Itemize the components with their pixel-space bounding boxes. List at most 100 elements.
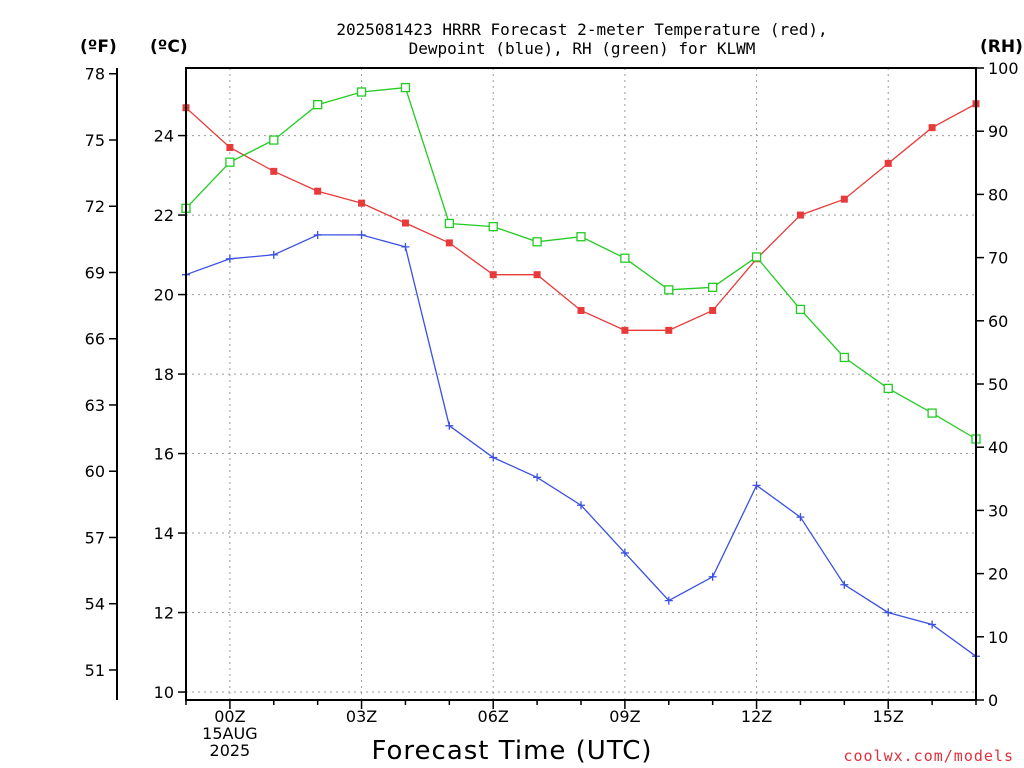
- celsius-tick-label: 20: [154, 286, 174, 305]
- rh-tick-label: 40: [988, 438, 1008, 457]
- dewpoint-data-point: [225, 254, 234, 263]
- fahrenheit-tick-label: 78: [85, 65, 105, 84]
- rh-tick-label: 10: [988, 628, 1008, 647]
- fahrenheit-tick-label: 51: [85, 661, 105, 680]
- dewpoint-data-point: [269, 250, 278, 259]
- temperature-data-point: [621, 326, 629, 334]
- rh-data-point: [620, 253, 630, 263]
- fahrenheit-tick-label: 57: [85, 528, 105, 547]
- rh-data-point: [576, 232, 586, 242]
- celsius-axis: 10 12 14 16 18 20 22 24: [154, 127, 186, 702]
- temperature-data-point: [928, 124, 936, 132]
- temperature-data-point: [489, 271, 497, 279]
- fahrenheit-tick-label: 60: [85, 462, 105, 481]
- rh-tick-label: 80: [988, 185, 1008, 204]
- temperature-data-point: [796, 211, 804, 219]
- temperature-data-point: [840, 195, 848, 203]
- fahrenheit-tick-label: 72: [85, 197, 105, 216]
- chart-title-line2: Dewpoint (blue), RH (green) for KLWM: [409, 39, 756, 58]
- dewpoint-data-point: [489, 453, 498, 462]
- dewpoint-data-point: [884, 608, 893, 617]
- rh-tick-label: 50: [988, 375, 1008, 394]
- rh-data-point: [444, 218, 454, 229]
- time-tick-label: 12Z: [741, 707, 772, 726]
- fahrenheit-unit-label: (ºF): [80, 37, 117, 57]
- rh-series-line: [185, 86, 977, 440]
- temperature-data-point: [884, 159, 892, 167]
- dewpoint-data-point: [577, 501, 585, 510]
- celsius-tick-label: 22: [154, 206, 174, 225]
- temperature-data-point: [226, 143, 234, 151]
- celsius-tick-label: 10: [154, 683, 174, 702]
- dewpoint-data-point: [357, 230, 366, 239]
- rh-data-point: [532, 237, 542, 247]
- temperature-data-point: [314, 187, 322, 195]
- dewpoint-data-point: [928, 620, 937, 629]
- rh-data-point: [883, 383, 893, 394]
- rh-tick-label: 100: [988, 59, 1019, 78]
- dewpoint-data-point: [840, 580, 849, 589]
- rh-data-point: [927, 408, 937, 418]
- rh-tick-label: 30: [988, 501, 1008, 520]
- time-tick-label: 06Z: [478, 707, 509, 726]
- dewpoint-data-point: [313, 230, 322, 239]
- celsius-tick-label: 14: [154, 524, 174, 543]
- rh-tick-label: 90: [988, 122, 1008, 141]
- dewpoint-data-point: [708, 572, 717, 581]
- celsius-unit-label: (ºC): [150, 37, 188, 57]
- rh-data-point: [400, 82, 411, 93]
- time-tick-label: 2025: [210, 741, 251, 760]
- rh-data-point: [225, 157, 235, 167]
- rh-tick-label: 20: [988, 565, 1008, 584]
- series-layer: [181, 82, 981, 661]
- temperature-data-point: [533, 271, 541, 279]
- temperature-series-line: [185, 103, 977, 331]
- time-tick-label: 03Z: [346, 707, 377, 726]
- rh-unit-label: (RH): [980, 37, 1023, 57]
- rh-data-point: [356, 87, 367, 97]
- dewpoint-data-point: [796, 513, 805, 522]
- chart-title-line1: 2025081423 HRRR Forecast 2-meter Tempera…: [336, 20, 827, 39]
- rh-data-point: [488, 221, 498, 232]
- dewpoint-series-line: [185, 234, 977, 657]
- celsius-tick-label: 12: [154, 604, 174, 623]
- plot-frame: [185, 67, 977, 701]
- rh-data-point: [839, 352, 849, 363]
- fahrenheit-tick-label: 54: [85, 595, 105, 614]
- rh-data-point: [313, 100, 323, 110]
- temperature-data-point: [401, 219, 409, 227]
- temperature-data-point: [358, 199, 366, 207]
- time-tick-label: 15Z: [873, 707, 904, 726]
- x-axis-label: Forecast Time (UTC): [371, 736, 652, 766]
- grid-lines: [186, 68, 976, 700]
- time-tick-label: 00Z: [214, 707, 245, 726]
- temperature-data-point: [709, 306, 717, 314]
- rh-tick-label: 60: [988, 312, 1008, 331]
- fahrenheit-tick-label: 69: [85, 263, 105, 282]
- temperature-data-point: [445, 239, 453, 247]
- celsius-tick-label: 18: [154, 365, 174, 384]
- time-tick-label: 15AUG: [202, 724, 257, 743]
- dewpoint-data-point: [664, 596, 673, 605]
- dewpoint-data-point: [401, 242, 410, 251]
- dewpoint-data-point: [533, 473, 542, 482]
- rh-tick-label: 0: [988, 691, 998, 710]
- temperature-data-point: [577, 306, 585, 314]
- dewpoint-data-point: [445, 421, 454, 430]
- fahrenheit-tick-label: 75: [85, 131, 105, 150]
- credit-text: coolwx.com/models: [843, 747, 1014, 765]
- rh-data-point: [664, 285, 674, 295]
- celsius-tick-label: 16: [154, 445, 174, 464]
- fahrenheit-axis: 51 54 57 60 63 66 69 72 75 78: [85, 65, 117, 680]
- temperature-data-point: [665, 326, 673, 334]
- dewpoint-data-point: [752, 481, 761, 490]
- fahrenheit-tick-label: 63: [85, 396, 105, 415]
- fahrenheit-tick-label: 66: [85, 330, 105, 349]
- temperature-data-point: [270, 167, 278, 175]
- rh-data-point: [708, 282, 718, 292]
- rh-tick-label: 70: [988, 249, 1008, 268]
- dewpoint-data-point: [620, 548, 629, 557]
- rh-data-point: [795, 304, 806, 315]
